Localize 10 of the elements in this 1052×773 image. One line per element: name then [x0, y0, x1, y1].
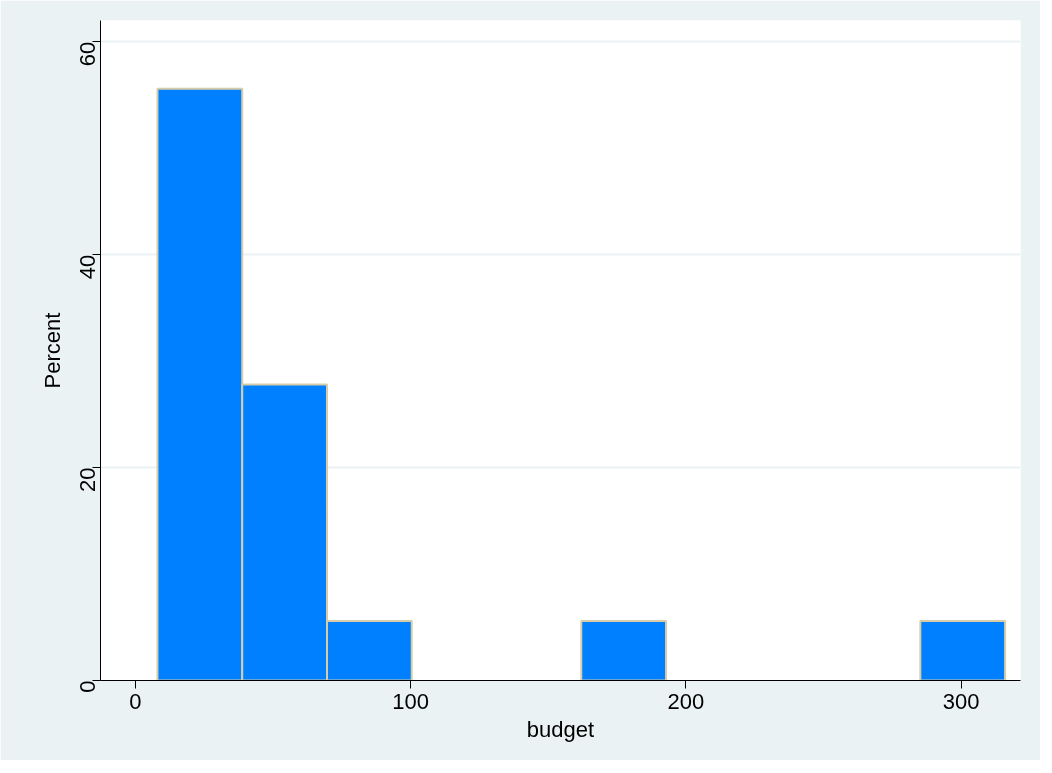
- y-tick-label: 60: [75, 41, 100, 67]
- x-tick-label: 0: [129, 688, 142, 714]
- y-tick-label: 0: [75, 680, 100, 693]
- y-axis-title: Percent: [39, 312, 65, 389]
- x-tick-label: 200: [667, 688, 705, 714]
- y-tick-label: 20: [75, 467, 100, 493]
- x-tick-label: 100: [392, 688, 430, 714]
- y-tick-label: 40: [75, 254, 100, 280]
- x-tick-label: 300: [942, 688, 980, 714]
- x-axis-title: budget: [526, 716, 595, 742]
